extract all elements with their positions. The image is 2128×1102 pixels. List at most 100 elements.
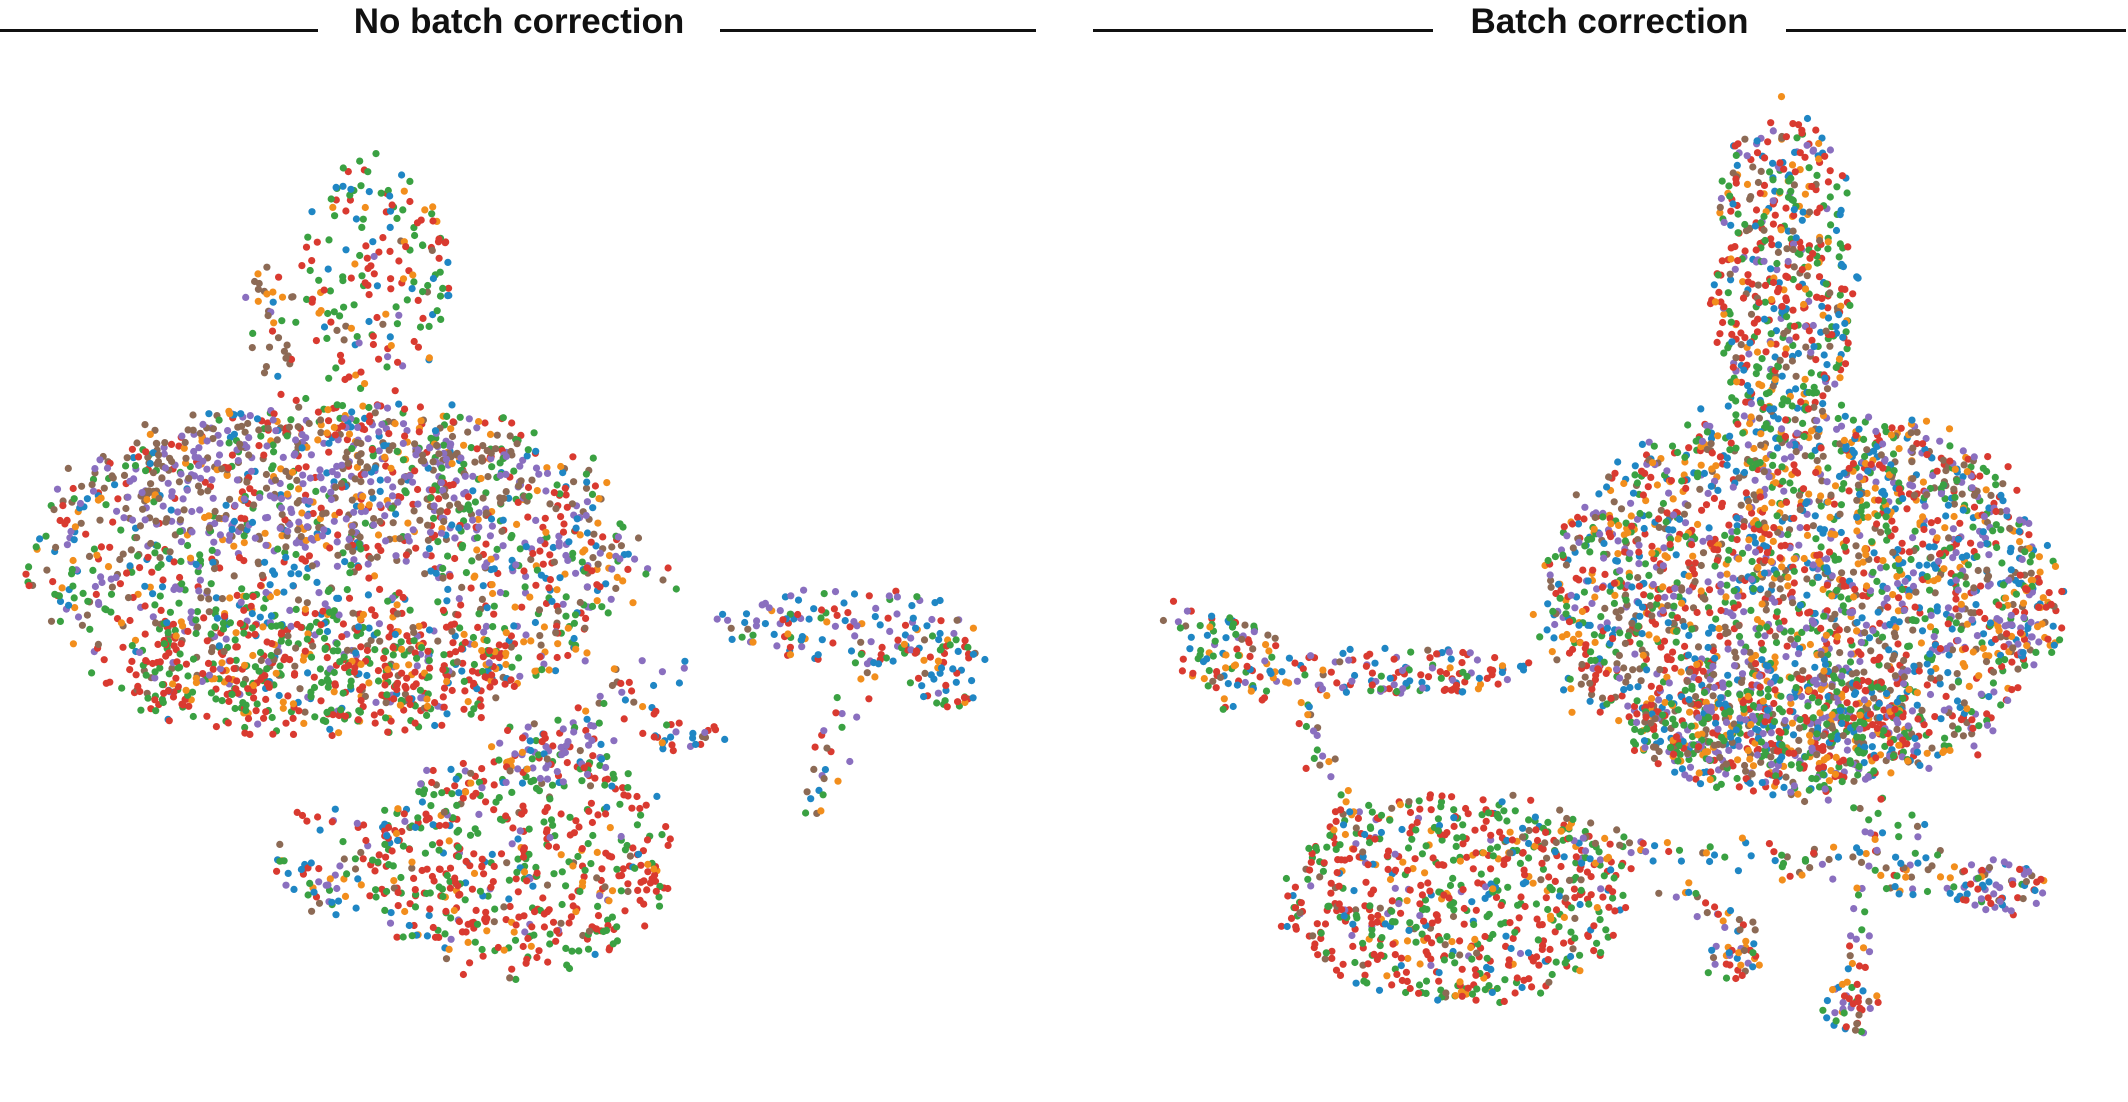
data-point	[350, 508, 358, 516]
data-point	[1824, 464, 1832, 472]
data-point	[546, 795, 554, 803]
data-point	[387, 342, 395, 350]
data-point	[138, 489, 146, 497]
data-point	[255, 279, 263, 288]
data-point	[608, 782, 616, 790]
data-point	[268, 640, 276, 648]
data-point	[414, 446, 422, 454]
data-point	[146, 583, 154, 591]
data-point	[400, 187, 408, 195]
data-point	[1767, 235, 1775, 243]
data-point	[249, 651, 257, 660]
data-point	[76, 499, 85, 508]
data-point	[1778, 308, 1786, 316]
data-point	[301, 647, 309, 655]
data-point	[770, 630, 778, 639]
data-point	[226, 657, 234, 665]
data-point	[411, 231, 419, 240]
data-point	[675, 719, 683, 727]
data-point	[198, 677, 206, 686]
data-point	[226, 594, 234, 602]
data-point	[209, 494, 217, 502]
data-point	[1807, 369, 1815, 377]
data-point	[280, 588, 288, 596]
data-point	[532, 784, 541, 793]
data-point	[306, 474, 314, 482]
data-point	[394, 888, 402, 897]
data-point	[608, 913, 617, 921]
data-point	[287, 570, 295, 578]
data-point	[184, 627, 192, 636]
data-point	[152, 439, 160, 447]
data-point	[559, 778, 567, 786]
data-point	[672, 728, 680, 736]
data-point	[449, 814, 457, 822]
data-point	[182, 660, 190, 668]
data-point	[672, 585, 680, 593]
data-point	[1747, 413, 1755, 421]
data-point	[614, 533, 623, 541]
data-point	[494, 943, 502, 952]
data-point	[122, 462, 130, 470]
data-point	[396, 701, 404, 709]
data-point	[1815, 273, 1824, 281]
data-point	[1744, 382, 1752, 390]
data-point	[344, 459, 352, 467]
data-point	[359, 215, 367, 223]
data-point	[519, 802, 527, 810]
data-point	[1686, 708, 1694, 716]
data-point	[312, 337, 320, 345]
data-point	[1844, 339, 1852, 347]
data-point	[133, 439, 141, 447]
data-point	[78, 621, 86, 629]
data-point	[1769, 176, 1777, 184]
data-point	[488, 671, 496, 679]
data-point	[1807, 348, 1815, 356]
data-point	[230, 542, 238, 550]
data-point	[128, 516, 137, 524]
data-point	[1835, 253, 1843, 261]
data-point	[1949, 525, 1957, 533]
data-point	[1967, 539, 1975, 547]
data-point	[430, 514, 438, 522]
data-point	[1792, 234, 1800, 242]
data-point	[588, 602, 597, 611]
data-point	[421, 570, 429, 578]
data-point	[953, 616, 961, 624]
data-point	[638, 657, 646, 665]
data-point	[1798, 266, 1806, 274]
data-point	[1615, 717, 1623, 725]
data-point	[215, 642, 223, 650]
data-point	[689, 734, 697, 742]
data-point	[142, 671, 150, 679]
data-point	[216, 564, 224, 572]
data-point	[82, 530, 90, 538]
data-point	[301, 543, 309, 551]
data-point	[482, 540, 490, 548]
data-point	[287, 622, 295, 631]
data-point	[1989, 668, 1998, 676]
data-point	[502, 470, 510, 478]
data-point	[152, 517, 160, 525]
data-point	[496, 471, 504, 480]
data-point	[578, 558, 586, 566]
data-point	[274, 545, 282, 553]
data-point	[425, 673, 433, 681]
data-point	[222, 635, 230, 643]
data-point	[318, 532, 327, 540]
data-point	[304, 891, 312, 899]
data-point	[419, 451, 427, 459]
data-point	[158, 583, 167, 591]
data-point	[1860, 759, 1868, 767]
data-point	[315, 276, 323, 284]
data-point	[593, 874, 601, 882]
data-point	[1788, 402, 1796, 410]
data-point	[222, 501, 230, 509]
data-point	[1787, 635, 1795, 643]
data-point	[220, 647, 228, 656]
data-point	[1824, 796, 1832, 804]
data-point	[1601, 570, 1609, 578]
data-point	[1754, 315, 1762, 323]
data-point	[580, 873, 588, 881]
data-point	[183, 486, 191, 494]
